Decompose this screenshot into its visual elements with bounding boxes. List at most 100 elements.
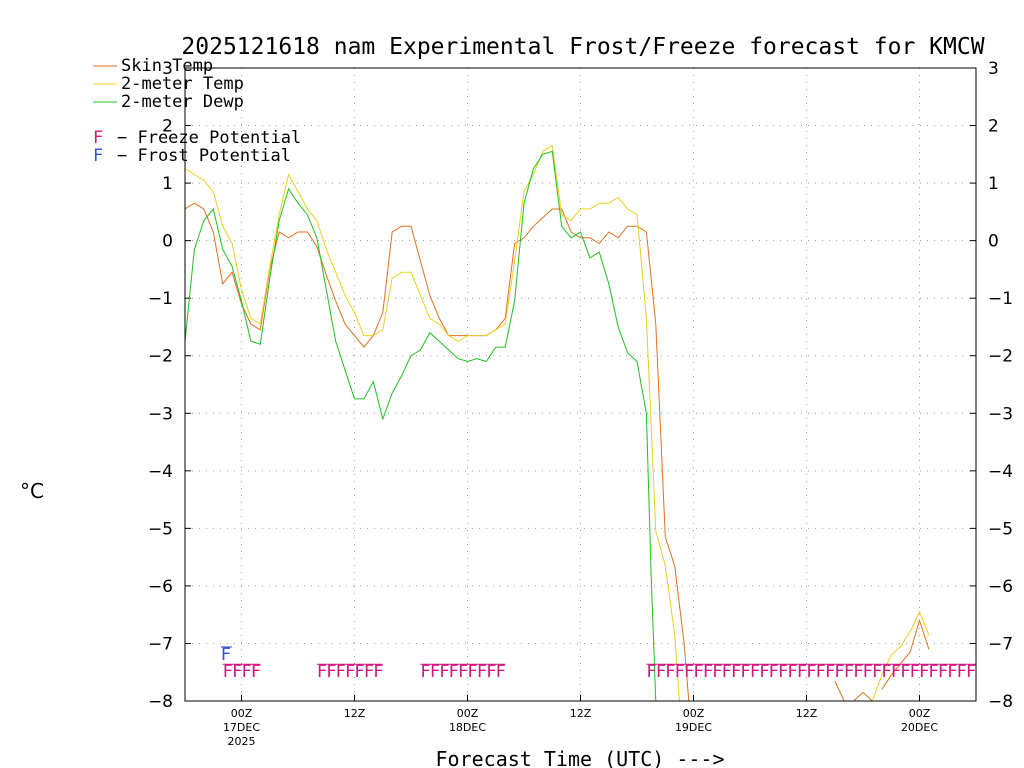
x-tick-date: 18DEC	[449, 721, 486, 734]
grid	[185, 67, 976, 702]
freeze-marker: F	[844, 662, 854, 682]
freeze-marker: F	[345, 662, 355, 682]
freeze-marker: F	[684, 662, 694, 682]
freeze-marker: F	[759, 662, 769, 682]
x-tick-year: 2025	[228, 735, 256, 748]
freeze-marker: F	[712, 662, 722, 682]
series-skin-temp-late	[853, 691, 873, 701]
freeze-marker: F	[420, 662, 430, 682]
freeze-marker: F	[787, 662, 797, 682]
chart-title: 2025121618 nam Experimental Frost/Freeze…	[181, 34, 984, 60]
x-tick-label: 00Z	[683, 707, 705, 720]
y-tick-label-left: 1	[162, 174, 173, 194]
y-tick-label-right: −7	[988, 634, 1013, 654]
freeze-marker: F	[919, 662, 929, 682]
y-tick-label-right: −3	[988, 404, 1013, 424]
freeze-marker: F	[458, 662, 468, 682]
y-tick-label-right: −1	[988, 289, 1013, 309]
freeze-marker: F	[910, 662, 920, 682]
freeze-marker: F	[326, 662, 336, 682]
freeze-marker: F	[966, 662, 976, 682]
legend-label: − Freeze Potential	[117, 128, 301, 148]
freeze-marker: F	[881, 662, 891, 682]
x-tick-date: 19DEC	[675, 721, 712, 734]
freeze-marker: F	[891, 662, 901, 682]
x-tick-label: 00Z	[231, 707, 253, 720]
freeze-marker: F	[665, 662, 675, 682]
frost-marker: F	[221, 645, 231, 665]
series-lines	[185, 144, 930, 701]
y-tick-label-right: −6	[988, 577, 1013, 597]
freeze-marker: F	[439, 662, 449, 682]
freeze-marker: F	[354, 662, 364, 682]
freeze-marker: F	[797, 662, 807, 682]
freeze-marker: F	[232, 662, 242, 682]
freeze-marker: F	[675, 662, 685, 682]
freeze-marker: F	[449, 662, 459, 682]
freeze-marker: F	[477, 662, 487, 682]
series-skin-temp-late	[834, 680, 845, 701]
legend-glyph: F	[93, 146, 103, 166]
x-tick-label: 00Z	[457, 707, 479, 720]
freeze-marker: F	[317, 662, 327, 682]
y-tick-label-left: 2	[162, 117, 173, 137]
y-tick-label-left: 0	[162, 232, 173, 252]
freeze-marker: F	[646, 662, 656, 682]
freeze-marker: F	[740, 662, 750, 682]
series-2-meter-dewp	[185, 150, 657, 701]
freeze-marker: F	[364, 662, 374, 682]
series-skin-temp	[185, 202, 690, 701]
freeze-marker: F	[373, 662, 383, 682]
series-skin-temp-late	[881, 618, 930, 690]
freeze-marker: F	[957, 662, 967, 682]
y-tick-label-right: 0	[988, 232, 999, 252]
y-tick-label-right: 2	[988, 117, 999, 137]
plot-frame	[184, 67, 977, 702]
y-axis-label: °C	[20, 479, 44, 503]
freeze-marker: F	[872, 662, 882, 682]
x-tick-date: 17DEC	[223, 721, 260, 734]
y-tick-label-left: −1	[148, 289, 173, 309]
freeze-marker: F	[834, 662, 844, 682]
axis-ticks: 3 3 2 2 1 1 0 0 −1 −1 −2 −2 −3 −3 −4 −4 −5 −5 −6 −6 −7 −7 −8 −8…	[148, 59, 1013, 748]
freeze-marker: F	[816, 662, 826, 682]
freeze-marker: F	[241, 662, 251, 682]
freeze-marker: F	[430, 662, 440, 682]
legend-label: Skin Temp	[121, 56, 213, 76]
freeze-marker: F	[731, 662, 741, 682]
freeze-marker: F	[486, 662, 496, 682]
legend-glyph: F	[93, 128, 103, 148]
series-2-meter-temp	[185, 144, 930, 701]
freeze-marker: F	[693, 662, 703, 682]
freeze-marker: F	[722, 662, 732, 682]
x-tick-label: 00Z	[909, 707, 931, 720]
freeze-marker: F	[703, 662, 713, 682]
y-tick-label-left: −3	[148, 404, 173, 424]
x-tick-label: 12Z	[570, 707, 592, 720]
y-tick-label-right: −5	[988, 519, 1013, 539]
freeze-marker: F	[496, 662, 506, 682]
x-tick-date: 20DEC	[901, 721, 938, 734]
y-tick-label-right: −4	[988, 462, 1013, 482]
freeze-marker: F	[223, 662, 233, 682]
y-tick-label-left: −6	[148, 577, 173, 597]
freeze-marker: F	[750, 662, 760, 682]
x-axis-label: Forecast Time (UTC) --->	[436, 747, 725, 768]
y-tick-label-left: 3	[162, 59, 173, 79]
freeze-marker: F	[251, 662, 261, 682]
y-tick-label-right: 1	[988, 174, 999, 194]
freeze-marker: F	[656, 662, 666, 682]
freeze-marker: F	[467, 662, 477, 682]
y-tick-label-left: −8	[148, 692, 173, 712]
y-tick-label-right: −2	[988, 347, 1013, 367]
x-tick-label: 12Z	[796, 707, 818, 720]
y-tick-label-right: −8	[988, 692, 1013, 712]
freeze-marker: F	[947, 662, 957, 682]
freeze-marker: F	[928, 662, 938, 682]
freeze-marker: F	[938, 662, 948, 682]
y-tick-label-left: −7	[148, 634, 173, 654]
freeze-marker: F	[806, 662, 816, 682]
